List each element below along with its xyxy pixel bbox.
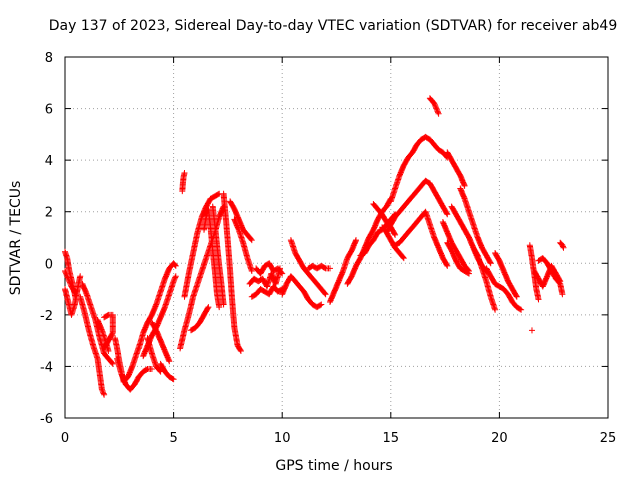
y-axis-label: SDTVAR / TECUs: [8, 181, 24, 296]
y-tick-label: -6: [40, 412, 53, 427]
plot-frame: [64, 56, 609, 419]
x-axis-label: GPS time / hours: [275, 458, 392, 474]
x-tick-label: 10: [274, 431, 291, 446]
y-tick-label: 2: [45, 206, 53, 221]
x-tick-label: 0: [61, 431, 69, 446]
grid-lines: [65, 57, 608, 418]
x-tick-label: 5: [169, 431, 177, 446]
data-points: [62, 95, 567, 398]
y-tick-label: -2: [40, 309, 53, 324]
y-tick-label: 0: [45, 257, 53, 272]
x-tick-label: 15: [383, 431, 400, 446]
y-tick-label: 6: [45, 103, 53, 118]
series-markers: [62, 95, 567, 398]
y-tick-label: 4: [45, 154, 53, 169]
x-tick-label: 20: [491, 431, 508, 446]
chart-title: Day 137 of 2023, Sidereal Day-to-day VTE…: [49, 18, 618, 34]
x-tick-label: 25: [600, 431, 617, 446]
y-tick-label: -4: [40, 360, 53, 375]
axes: 0 5 10 15 20 25 -6 -4 -2 0 2 4 6 8: [40, 51, 616, 446]
y-tick-label: 8: [45, 51, 53, 66]
